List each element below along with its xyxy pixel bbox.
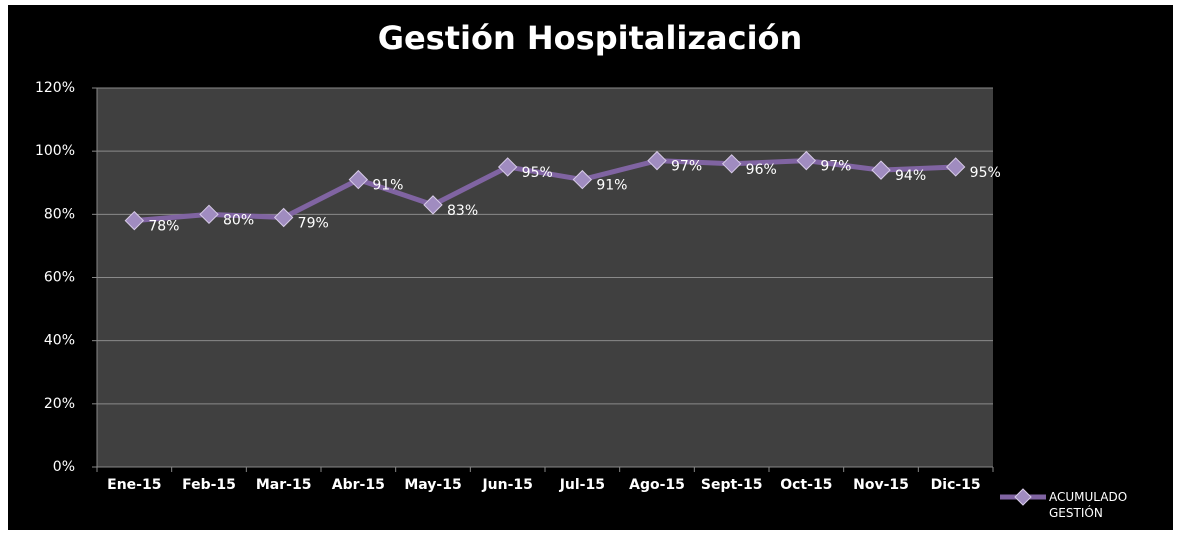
- data-label: 78%: [148, 219, 179, 235]
- data-label: 83%: [447, 203, 478, 219]
- data-point: [497, 157, 518, 177]
- data-point: [423, 195, 443, 215]
- y-tick-label: 100%: [35, 143, 75, 159]
- data-label: 91%: [596, 178, 627, 194]
- x-tick-label: Mar-15: [256, 477, 312, 493]
- y-tick-label: 40%: [44, 333, 75, 349]
- y-tick-label: 60%: [44, 270, 75, 286]
- data-label: 80%: [223, 212, 254, 228]
- x-tick-label: Feb-15: [182, 477, 236, 493]
- legend-label: ACUMULADO GESTIÓN: [1049, 490, 1128, 520]
- series-line: [134, 158, 956, 224]
- chart-title: Gestión Hospitalización: [378, 19, 803, 57]
- data-point: [647, 150, 667, 171]
- data-label: 91%: [372, 178, 403, 194]
- data-label: 95%: [970, 165, 1001, 181]
- x-tick-label: Ene-15: [107, 477, 161, 493]
- y-tick-label: 20%: [44, 396, 75, 412]
- data-point: [721, 154, 742, 174]
- x-tick-label: Nov-15: [853, 477, 909, 493]
- data-label: 97%: [671, 159, 702, 175]
- x-tick-label: Oct-15: [780, 477, 832, 493]
- y-tick-label: 80%: [44, 206, 75, 222]
- data-point: [273, 207, 294, 228]
- data-point: [124, 210, 145, 231]
- data-point: [572, 169, 593, 190]
- data-label: 96%: [746, 162, 777, 178]
- data-point: [796, 150, 817, 171]
- data-point: [348, 169, 369, 190]
- data-label: 95%: [522, 165, 553, 181]
- data-point: [945, 157, 966, 177]
- x-tick-label: Jun-15: [481, 477, 532, 493]
- data-point: [199, 204, 219, 225]
- y-tick-label: 0%: [53, 459, 75, 475]
- data-label: 94%: [895, 168, 926, 184]
- legend-marker: [1014, 488, 1032, 506]
- y-tick-label: 120%: [35, 80, 75, 96]
- data-label: 79%: [298, 215, 329, 231]
- data-label: 97%: [820, 159, 851, 175]
- x-tick-label: Dic-15: [931, 477, 981, 493]
- data-point: [871, 160, 891, 180]
- x-tick-label: May-15: [404, 477, 461, 493]
- x-tick-label: Abr-15: [332, 477, 385, 493]
- x-tick-label: Ago-15: [629, 477, 685, 493]
- x-tick-label: Sept-15: [701, 477, 763, 493]
- x-tick-label: Jul-15: [559, 477, 605, 493]
